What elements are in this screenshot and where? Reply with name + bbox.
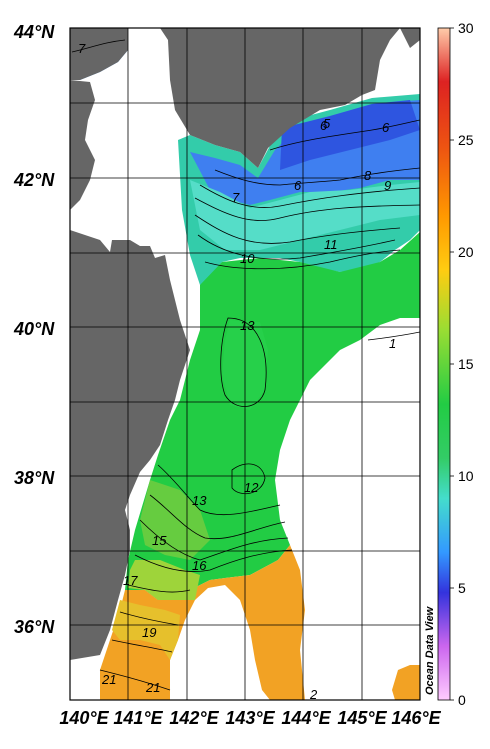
colorbar-label: 25 bbox=[458, 132, 474, 148]
contour-line bbox=[199, 184, 420, 208]
data-region-central bbox=[125, 232, 420, 600]
contour-label: 7 bbox=[78, 41, 86, 56]
contour-label: 10 bbox=[240, 251, 255, 266]
contour-label: 13 bbox=[192, 493, 207, 508]
colorbar-label: 10 bbox=[458, 468, 474, 484]
contour-label: 7 bbox=[232, 190, 240, 205]
data-region-coldest bbox=[280, 100, 420, 170]
contour-label: 1 bbox=[389, 336, 396, 351]
data-region-19 bbox=[112, 600, 180, 660]
contour-line bbox=[220, 317, 267, 407]
lat-label: 36°N bbox=[14, 617, 55, 637]
contour-label: 21 bbox=[101, 672, 116, 687]
contour-line bbox=[269, 119, 420, 151]
lon-label: 144°E bbox=[281, 708, 331, 728]
data-region-15 bbox=[140, 480, 210, 560]
contour-label: 8 bbox=[364, 168, 372, 183]
contour-line bbox=[134, 549, 293, 573]
lon-label: 146°E bbox=[391, 708, 441, 728]
contour-line bbox=[197, 234, 396, 260]
contour-line bbox=[127, 584, 191, 593]
contour-line bbox=[119, 611, 179, 626]
contour-line bbox=[214, 167, 420, 186]
odv-watermark: Ocean Data View bbox=[424, 605, 436, 695]
map-field: 7 6 5 6 6 8 9 7 10 11 13 1 12 13 15 16 1… bbox=[70, 28, 420, 702]
contour-lines bbox=[71, 39, 420, 691]
contour-line bbox=[157, 464, 281, 516]
contour-label: 13 bbox=[240, 318, 255, 333]
contour-line bbox=[194, 214, 401, 244]
colorbar bbox=[437, 27, 451, 701]
contour-label: 6 bbox=[320, 118, 328, 133]
map-frame bbox=[69, 27, 421, 701]
contour-label: 15 bbox=[152, 533, 167, 548]
latitude-labels: 44°N 42°N 40°N 38°N 36°N bbox=[13, 22, 55, 637]
colorbar-label: 20 bbox=[458, 244, 474, 260]
land-hokkaido bbox=[70, 28, 400, 168]
contour-label: 5 bbox=[323, 116, 331, 131]
land-oshima bbox=[70, 80, 95, 210]
data-region-transition bbox=[190, 180, 420, 250]
land-honshu bbox=[70, 230, 190, 660]
longitude-labels: 140°E 141°E 142°E 143°E 144°E 145°E 146°… bbox=[59, 708, 441, 728]
data-region-se-patch bbox=[392, 665, 420, 700]
contour-label: 12 bbox=[244, 480, 259, 495]
lat-label: 40°N bbox=[13, 319, 55, 339]
contour-label: 19 bbox=[142, 625, 156, 640]
lat-label: 44°N bbox=[13, 22, 55, 42]
lon-label: 140°E bbox=[59, 708, 109, 728]
colorbar-label: 5 bbox=[458, 580, 466, 596]
contour-line bbox=[194, 197, 420, 221]
contour-line bbox=[111, 639, 173, 653]
data-region-kuroshio bbox=[100, 545, 305, 700]
lat-label: 38°N bbox=[14, 468, 55, 488]
colorbar-ticks bbox=[450, 27, 454, 701]
colorbar-labels: 0 5 10 15 20 25 30 bbox=[458, 20, 474, 708]
contour-line bbox=[139, 519, 289, 561]
lon-label: 141°E bbox=[113, 708, 163, 728]
data-region-17 bbox=[128, 560, 200, 600]
contour-line bbox=[149, 494, 286, 540]
contour-label: 6 bbox=[382, 120, 390, 135]
contour-label: 6 bbox=[294, 178, 302, 193]
land-ne-corner bbox=[400, 28, 420, 48]
colorbar-label: 30 bbox=[458, 20, 474, 36]
contour-line bbox=[99, 669, 171, 691]
contour-labels: 7 6 5 6 6 8 9 7 10 11 13 1 12 13 15 16 1… bbox=[78, 41, 396, 702]
contour-label: 21 bbox=[145, 680, 160, 695]
colorbar-label: 0 bbox=[458, 692, 466, 708]
contour-label: 9 bbox=[384, 178, 391, 193]
contour-line bbox=[367, 331, 420, 341]
colorbar-label: 15 bbox=[458, 356, 474, 372]
lat-label: 42°N bbox=[13, 170, 55, 190]
contour-label: 17 bbox=[123, 573, 138, 588]
land-nw-corner bbox=[70, 28, 100, 40]
contour-line bbox=[71, 39, 126, 53]
graticule bbox=[70, 28, 420, 700]
contour-label: 2 bbox=[309, 687, 318, 702]
lon-label: 145°E bbox=[337, 708, 387, 728]
contour-label: 11 bbox=[324, 237, 338, 252]
lon-label: 142°E bbox=[169, 708, 219, 728]
contour-label: 16 bbox=[192, 558, 207, 573]
lon-label: 143°E bbox=[225, 708, 275, 728]
